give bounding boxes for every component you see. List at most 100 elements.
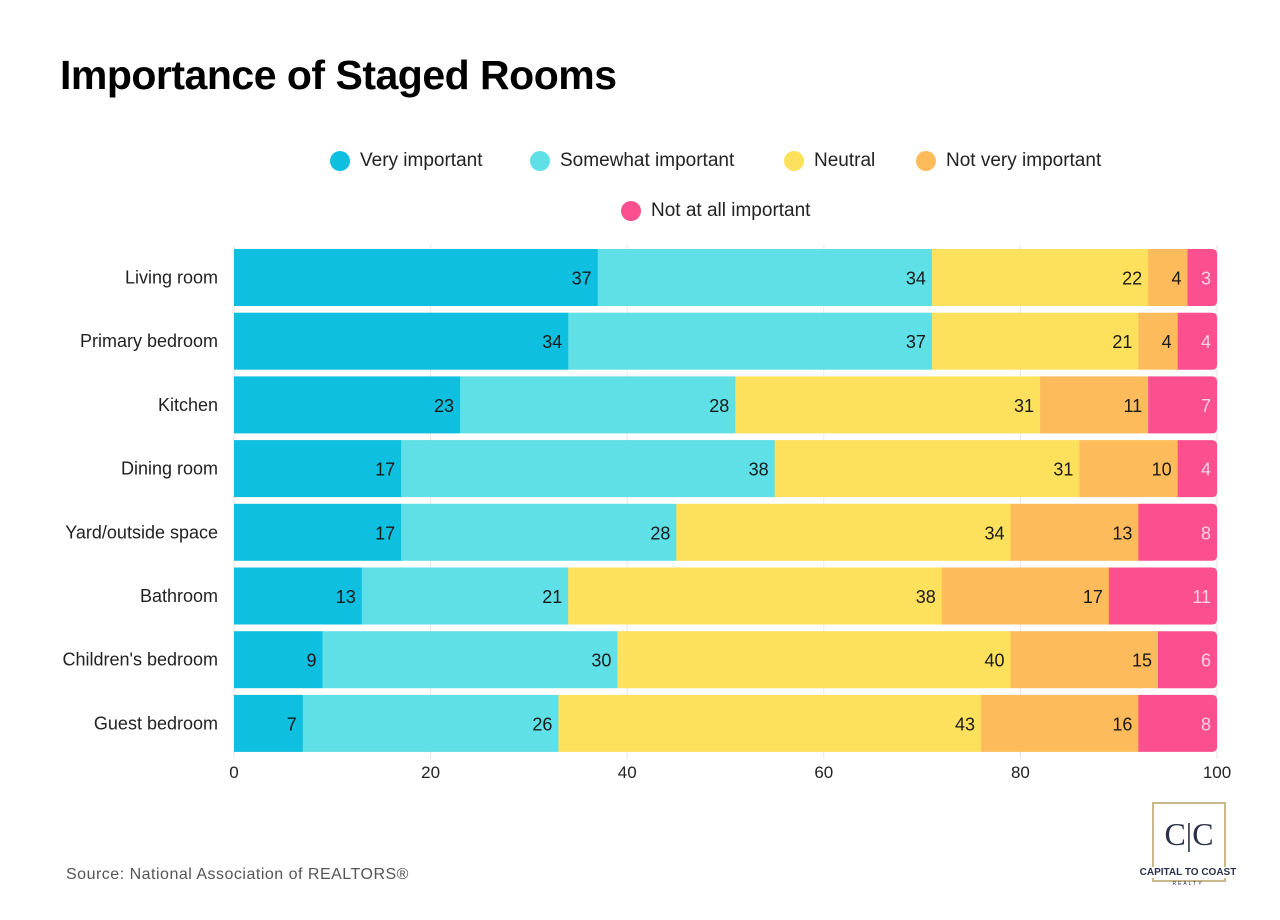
data-label: 7: [287, 714, 297, 734]
logo-text: CAPITAL TO COAST: [1132, 867, 1244, 878]
bar-segment: [676, 503, 1012, 561]
bar-segment: [568, 312, 933, 370]
bar-segment: [401, 440, 776, 498]
category-label: Primary bedroom: [80, 331, 218, 351]
bar-segment: [322, 631, 618, 689]
bar-segment: [1177, 440, 1217, 498]
bar-segment: [931, 249, 1149, 306]
legend-label: Not at all important: [651, 200, 811, 221]
data-label: 4: [1162, 332, 1172, 352]
data-label: 31: [1053, 460, 1073, 480]
data-label: 34: [906, 269, 926, 289]
data-label: 11: [1192, 587, 1211, 607]
chart-title: Importance of Staged Rooms: [60, 52, 617, 98]
bar-segment: [234, 376, 461, 434]
bar-segment: [1177, 312, 1217, 370]
data-label: 21: [542, 587, 562, 607]
bar-segment: [1148, 376, 1217, 434]
legend-swatch: [530, 151, 550, 171]
data-label: 22: [1122, 269, 1142, 289]
data-label: 11: [1124, 396, 1143, 416]
bar-segment: [1138, 694, 1217, 752]
data-label: 17: [1083, 587, 1103, 607]
legend-item: Somewhat important: [530, 150, 734, 172]
data-label: 16: [1112, 714, 1132, 734]
data-label: 6: [1201, 651, 1211, 671]
bar-segment: [931, 312, 1139, 370]
bar-segment: [401, 503, 677, 561]
bar-segment: [1079, 440, 1179, 498]
data-label: 37: [572, 269, 592, 289]
legend-label: Not very important: [946, 150, 1102, 171]
x-tick-label: 80: [1011, 763, 1030, 782]
bar-segment: [1138, 312, 1179, 370]
bar-segment: [234, 631, 323, 689]
bar-segment: [1010, 503, 1139, 561]
data-label: 13: [336, 587, 356, 607]
data-label: 38: [749, 460, 769, 480]
x-tick-label: 20: [421, 763, 440, 782]
data-label: 4: [1171, 269, 1181, 289]
bar-segment: [1148, 249, 1189, 306]
bar-segment: [558, 694, 982, 752]
data-label: 3: [1201, 269, 1211, 289]
data-label: 43: [955, 714, 975, 734]
x-tick-label: 0: [229, 763, 238, 782]
bar-segment: [1187, 249, 1217, 306]
data-label: 34: [542, 332, 562, 352]
data-label: 40: [985, 651, 1005, 671]
legend-label: Very important: [360, 150, 483, 171]
category-label: Kitchen: [158, 395, 218, 415]
data-label: 31: [1014, 396, 1034, 416]
bar-segment: [234, 503, 402, 561]
x-tick-label: 40: [618, 763, 637, 782]
legend-item: Not very important: [916, 150, 1101, 172]
bar-segment: [1040, 376, 1149, 434]
category-label: Children's bedroom: [62, 650, 218, 670]
data-label: 8: [1201, 523, 1211, 543]
bar-segment: [1108, 567, 1217, 625]
data-label: 23: [434, 396, 454, 416]
x-tick-label: 60: [814, 763, 833, 782]
data-label: 4: [1201, 332, 1211, 352]
bar-segment: [460, 376, 736, 434]
data-label: 26: [532, 714, 552, 734]
data-label: 9: [306, 651, 316, 671]
legend-item: Very important: [330, 150, 483, 172]
legend-item: Not at all important: [621, 200, 810, 222]
bar-segment: [1010, 631, 1159, 689]
data-label: 21: [1112, 332, 1132, 352]
data-label: 10: [1152, 460, 1172, 480]
data-label: 4: [1201, 460, 1211, 480]
bar-segment: [234, 249, 599, 306]
data-label: 13: [1112, 523, 1132, 543]
legend-swatch: [784, 151, 804, 171]
data-label: 28: [709, 396, 729, 416]
category-label: Living room: [125, 268, 218, 288]
legend-swatch: [330, 151, 350, 171]
legend-label: Neutral: [814, 150, 876, 171]
bar-segment: [597, 249, 933, 306]
bar-segment: [1158, 631, 1217, 689]
data-label: 28: [650, 523, 670, 543]
bar-segment: [234, 440, 402, 498]
data-label: 34: [985, 523, 1005, 543]
category-label: Dining room: [121, 459, 218, 479]
legend-swatch: [621, 201, 641, 221]
bar-segment: [361, 567, 569, 625]
category-label: Yard/outside space: [65, 522, 218, 542]
bar-segment: [568, 567, 943, 625]
data-label: 17: [375, 523, 395, 543]
category-label: Guest bedroom: [94, 713, 218, 733]
bar-segment: [617, 631, 1012, 689]
data-label: 37: [906, 332, 926, 352]
bar-segment: [234, 312, 569, 370]
bar-segment: [302, 694, 559, 752]
legend-swatch: [916, 151, 936, 171]
bar-segment: [234, 694, 304, 752]
bar-segment: [981, 694, 1139, 752]
data-label: 17: [375, 460, 395, 480]
category-label: Bathroom: [140, 586, 218, 606]
